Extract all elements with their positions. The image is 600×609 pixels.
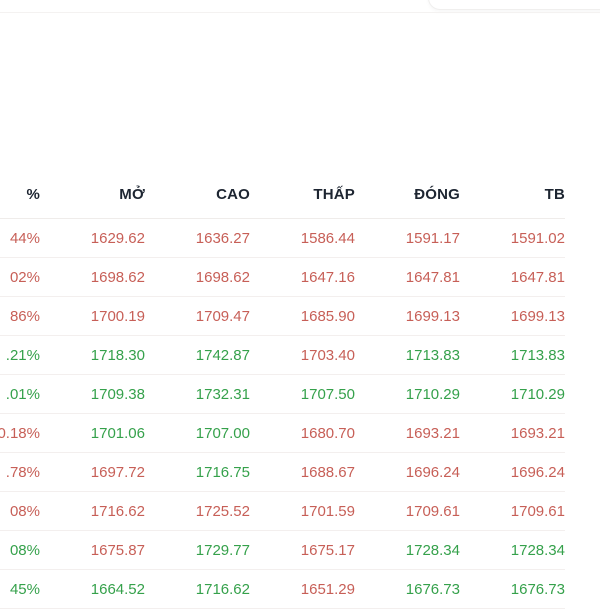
cell-open: 1698.62 [90, 268, 145, 286]
cell-high: 1698.62 [195, 268, 250, 286]
cell-open: 1700.19 [90, 307, 145, 325]
cell-high: 1729.77 [195, 541, 250, 559]
cell-pct: 0.18% [0, 424, 40, 442]
cell-close: 1713.83 [405, 346, 460, 364]
table-row[interactable]: 08% 1716.62 1725.52 1701.59 1709.61 1709.61 [0, 492, 565, 531]
table-row[interactable]: 45% 1664.52 1716.62 1651.29 1676.73 1676.73 [0, 570, 565, 609]
cell-pct: 02% [9, 268, 40, 286]
cell-high: 1707.00 [195, 424, 250, 442]
cell-open: 1718.30 [90, 346, 145, 364]
cell-pct: 08% [9, 502, 40, 520]
cell-low: 1680.70 [300, 424, 355, 442]
cell-close: 1709.61 [405, 502, 460, 520]
cell-pct: .21% [5, 346, 40, 364]
cell-open: 1697.72 [90, 463, 145, 481]
cell-close: 1693.21 [405, 424, 460, 442]
cell-avg: 1696.24 [510, 463, 565, 481]
column-header-open[interactable]: MỞ [119, 185, 145, 203]
table-header-row: % MỞ CAO THẤP ĐÓNG TB [0, 170, 565, 219]
column-header-high[interactable]: CAO [216, 185, 250, 203]
cell-open: 1629.62 [90, 229, 145, 247]
cell-close: 1696.24 [405, 463, 460, 481]
column-header-low[interactable]: THẤP [313, 185, 355, 203]
column-header-avg[interactable]: TB [544, 185, 565, 203]
cell-high: 1716.62 [195, 580, 250, 598]
cell-high: 1636.27 [195, 229, 250, 247]
cell-avg: 1699.13 [510, 307, 565, 325]
table-row[interactable]: 86% 1700.19 1709.47 1685.90 1699.13 1699.13 [0, 297, 565, 336]
table-row[interactable]: .21% 1718.30 1742.87 1703.40 1713.83 1713.83 [0, 336, 565, 375]
cell-high: 1742.87 [195, 346, 250, 364]
cell-avg: 1676.73 [510, 580, 565, 598]
top-divider [0, 12, 600, 13]
cell-low: 1586.44 [300, 229, 355, 247]
cell-open: 1709.38 [90, 385, 145, 403]
top-card-edge [428, 0, 600, 10]
cell-low: 1651.29 [300, 580, 355, 598]
cell-close: 1647.81 [405, 268, 460, 286]
cell-high: 1732.31 [195, 385, 250, 403]
cell-avg: 1713.83 [510, 346, 565, 364]
table-row[interactable]: .78% 1697.72 1716.75 1688.67 1696.24 1696.24 [0, 453, 565, 492]
cell-low: 1675.17 [300, 541, 355, 559]
cell-close: 1676.73 [405, 580, 460, 598]
cell-low: 1688.67 [300, 463, 355, 481]
table-row[interactable]: 02% 1698.62 1698.62 1647.16 1647.81 1647.81 [0, 258, 565, 297]
cell-open: 1701.06 [90, 424, 145, 442]
cell-avg: 1591.02 [510, 229, 565, 247]
cell-close: 1591.17 [405, 229, 460, 247]
cell-high: 1709.47 [195, 307, 250, 325]
cell-close: 1728.34 [405, 541, 460, 559]
cell-pct: .01% [5, 385, 40, 403]
price-table: % MỞ CAO THẤP ĐÓNG TB 44% 1629.62 1636.27 1586.4… [0, 170, 565, 609]
table-row[interactable]: .01% 1709.38 1732.31 1707.50 1710.29 1710.29 [0, 375, 565, 414]
table-row[interactable]: 44% 1629.62 1636.27 1586.44 1591.17 1591.02 [0, 219, 565, 258]
cell-low: 1647.16 [300, 268, 355, 286]
cell-avg: 1647.81 [510, 268, 565, 286]
cell-low: 1707.50 [300, 385, 355, 403]
cell-open: 1675.87 [90, 541, 145, 559]
cell-avg: 1728.34 [510, 541, 565, 559]
cell-high: 1716.75 [195, 463, 250, 481]
cell-low: 1685.90 [300, 307, 355, 325]
cell-close: 1699.13 [405, 307, 460, 325]
cell-open: 1664.52 [90, 580, 145, 598]
cell-low: 1703.40 [300, 346, 355, 364]
cell-pct: 86% [9, 307, 40, 325]
cell-close: 1710.29 [405, 385, 460, 403]
cell-pct: 44% [9, 229, 40, 247]
cell-avg: 1709.61 [510, 502, 565, 520]
cell-avg: 1710.29 [510, 385, 565, 403]
table-row[interactable]: 08% 1675.87 1729.77 1675.17 1728.34 1728.34 [0, 531, 565, 570]
column-header-pct[interactable]: % [26, 185, 40, 203]
cell-pct: 08% [9, 541, 40, 559]
cell-pct: 45% [9, 580, 40, 598]
cell-high: 1725.52 [195, 502, 250, 520]
cell-open: 1716.62 [90, 502, 145, 520]
column-header-close[interactable]: ĐÓNG [414, 185, 460, 203]
cell-low: 1701.59 [300, 502, 355, 520]
table-row[interactable]: 0.18% 1701.06 1707.00 1680.70 1693.21 1693.21 [0, 414, 565, 453]
cell-avg: 1693.21 [510, 424, 565, 442]
table-body: 44% 1629.62 1636.27 1586.44 1591.17 1591.02 02… [0, 219, 565, 609]
cell-pct: .78% [5, 463, 40, 481]
